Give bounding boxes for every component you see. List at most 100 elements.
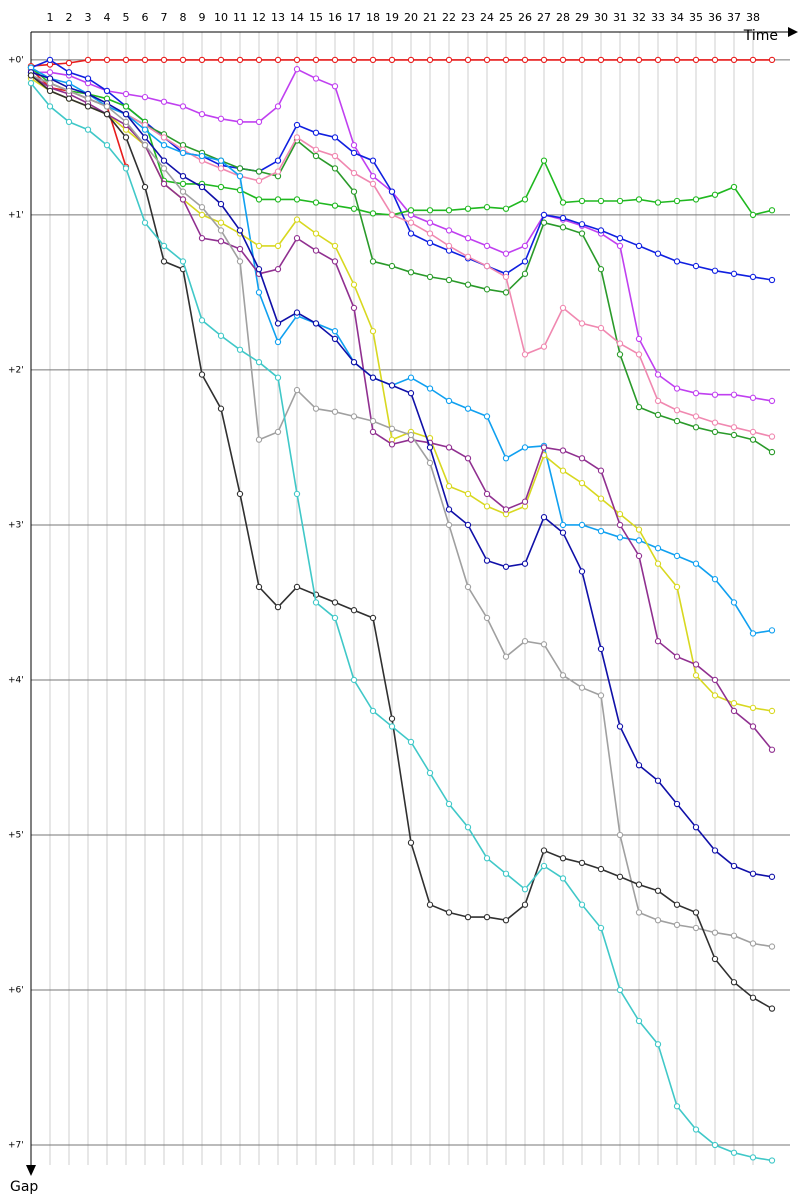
data-point [274,428,282,436]
data-point [483,262,491,270]
data-point [426,459,434,467]
data-point [692,824,700,831]
x-tick-label: 15 [309,11,323,24]
data-point [331,134,339,141]
data-point [388,211,396,219]
x-tick-label: 36 [708,11,722,24]
data-point [274,103,282,110]
data-point [521,242,529,250]
data-point [426,444,434,451]
data-point [331,599,339,606]
data-point [597,266,605,273]
data-point [141,134,149,141]
x-tick-label: 22 [442,11,456,24]
data-point [426,207,434,214]
data-point [331,328,339,335]
data-point [673,552,681,560]
data-point [540,862,548,870]
data-point [464,455,472,462]
data-point [407,219,415,226]
data-point [407,390,415,397]
data-point [445,276,453,284]
data-point [274,320,282,327]
data-point [483,413,491,420]
data-point [350,56,358,64]
data-point [274,242,282,250]
data-point [559,672,567,679]
data-point [407,374,415,381]
data-point [730,424,738,431]
data-point [312,599,320,606]
data-point [692,560,700,567]
data-point [426,901,434,908]
data-point [198,211,206,219]
data-point [179,173,187,180]
data-point [312,247,320,254]
data-point [217,332,225,339]
data-point [46,56,54,64]
data-point [768,207,776,214]
data-point [84,56,92,64]
data-point [654,371,662,378]
data-point [84,126,92,133]
data-point [369,614,377,622]
data-point [274,266,282,273]
data-point [502,917,510,924]
data-point [236,490,244,498]
data-point [597,467,605,474]
data-point [749,1154,757,1161]
data-point [179,188,187,195]
data-point [673,197,681,205]
data-point [749,630,757,637]
x-tick-label: 37 [727,11,741,24]
data-point [483,503,491,510]
data-point [65,87,73,95]
data-point [369,707,377,715]
data-point [578,56,586,64]
data-point [559,214,567,222]
data-point [464,824,472,831]
data-point [369,374,377,381]
data-point [217,157,225,164]
data-point [445,242,453,250]
data-point [464,405,472,412]
data-point [711,267,719,274]
data-point [312,405,320,412]
data-point [502,273,510,281]
data-point [692,661,700,668]
data-point [141,183,149,191]
data-point [426,769,434,777]
data-point [597,56,605,64]
data-point [635,881,643,888]
data-point [464,56,472,64]
data-point [616,242,624,250]
data-point [350,281,358,288]
series-line [30,74,773,453]
data-point [426,56,434,64]
data-point [312,129,320,136]
data-point [616,56,624,64]
data-point [179,258,187,265]
data-point [654,545,662,552]
data-point [236,118,244,126]
data-point [388,425,396,432]
data-point [293,66,301,73]
data-point [255,177,263,184]
data-point [597,645,605,653]
data-point [578,568,586,575]
data-point [426,219,434,226]
data-point [312,146,320,153]
data-point [122,134,130,141]
data-point [502,653,510,660]
data-point [369,157,377,164]
data-point [768,627,776,634]
data-point [293,583,301,591]
data-point [464,913,472,921]
data-point [46,80,54,87]
data-point [255,583,263,591]
data-point [692,672,700,679]
data-point [597,324,605,332]
data-point [635,403,643,411]
data-point [711,676,719,684]
data-point [768,873,776,880]
